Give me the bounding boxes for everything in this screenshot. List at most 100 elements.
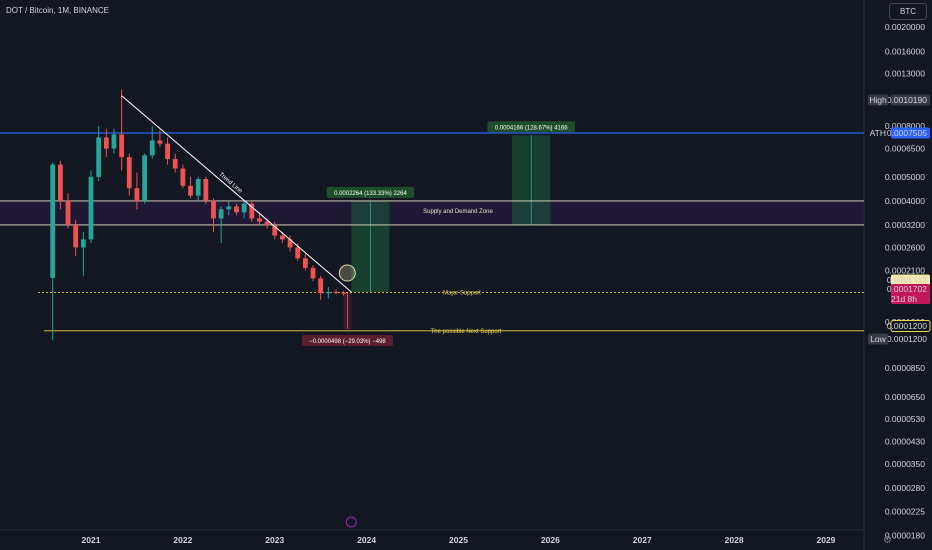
- low-tag-label: Low: [870, 334, 886, 344]
- candle-body[interactable]: [73, 224, 79, 248]
- price-tick-label: 0.0000180: [885, 531, 925, 541]
- candle-body[interactable]: [226, 206, 232, 210]
- next-support-label: The possible Next Support: [431, 329, 502, 335]
- price-tick-label: 0.0013000: [885, 69, 925, 79]
- current-b-value: 0.0001702: [887, 284, 927, 294]
- high-badge: [891, 94, 930, 106]
- candle-body[interactable]: [103, 137, 109, 149]
- price-axis[interactable]: 0.00200000.00160000.00130000.00080000.00…: [885, 22, 925, 540]
- countdown-label: 21d 8h: [891, 294, 917, 304]
- candle-body[interactable]: [180, 168, 186, 186]
- zones-layer: [0, 135, 864, 330]
- candle-body[interactable]: [80, 239, 86, 248]
- high-tag-label: High: [869, 95, 887, 105]
- candle-body[interactable]: [111, 134, 117, 149]
- low-tag: [868, 333, 888, 345]
- candle-body[interactable]: [325, 291, 331, 294]
- candle-body[interactable]: [126, 157, 132, 189]
- high-tag: [868, 94, 888, 106]
- candle-body[interactable]: [211, 200, 216, 219]
- currency-button[interactable]: BTC: [889, 3, 927, 20]
- candle-body[interactable]: [188, 185, 193, 196]
- candle-body[interactable]: [65, 200, 71, 225]
- candle-body[interactable]: [295, 247, 301, 259]
- price-tick-label: 0.0004000: [885, 196, 925, 206]
- time-axis[interactable]: 2021 2022 2023 2024 2025 2026 2027 2028 2029: [82, 516, 836, 545]
- next-support-badge-border: [890, 320, 931, 332]
- zone-label: Supply and Demand Zone: [423, 209, 493, 215]
- major-support-label: Major Support: [443, 290, 481, 296]
- current-a-badge: [891, 274, 930, 286]
- candle-body[interactable]: [172, 158, 178, 169]
- price-tick-label: 0.0002600: [885, 242, 925, 252]
- price-tick-label: 0.0000430: [885, 437, 925, 447]
- candles-layer[interactable]: [50, 89, 347, 341]
- circle-marker[interactable]: [338, 264, 356, 282]
- candle-body[interactable]: [241, 203, 247, 213]
- time-tick-label: 2027: [633, 535, 652, 545]
- chart-title: DOT / Bitcoin, 1M, BINANCE: [6, 6, 109, 15]
- price-tick-label: 0.0000280: [885, 483, 925, 493]
- candle-body[interactable]: [88, 176, 94, 240]
- candle-body[interactable]: [272, 224, 278, 236]
- time-tick-label: 2022: [173, 535, 192, 545]
- price-tick-label: 0.0003200: [885, 220, 925, 230]
- candle-body[interactable]: [310, 267, 316, 279]
- low-value: 0.0001200: [887, 334, 927, 344]
- price-tick-label: 0.0000225: [885, 506, 925, 516]
- candle-body[interactable]: [234, 206, 239, 213]
- price-tick-label: 0.0000530: [885, 414, 925, 424]
- candle-body[interactable]: [157, 140, 163, 144]
- candle-body[interactable]: [218, 209, 224, 219]
- candle-body[interactable]: [203, 179, 209, 201]
- ath-inline-label: ATH: [870, 128, 886, 138]
- candle-body[interactable]: [165, 143, 170, 159]
- ath-badge: [891, 127, 930, 139]
- candle-body[interactable]: [119, 134, 125, 158]
- candle-body[interactable]: [96, 137, 102, 177]
- candle-body[interactable]: [149, 140, 155, 156]
- price-tick-label: 0.0000350: [885, 459, 925, 469]
- measure-label: −0.0000498 (−29.03%) −498: [309, 339, 386, 345]
- measure-label-box: [326, 186, 415, 198]
- candle-body[interactable]: [134, 188, 140, 201]
- next-support-value: 0.0001200: [887, 321, 927, 331]
- candle-body[interactable]: [249, 203, 255, 219]
- calendar-settings-icon[interactable]: ⚙: [883, 535, 892, 546]
- candle-body[interactable]: [57, 164, 63, 201]
- candle-body[interactable]: [341, 292, 347, 294]
- candle-body[interactable]: [333, 291, 339, 293]
- trend-line[interactable]: [121, 95, 352, 293]
- current-b-badge: [891, 284, 930, 304]
- next-support-badge: [891, 320, 930, 332]
- time-tick-label: 2026: [541, 535, 560, 545]
- candle-body[interactable]: [142, 155, 147, 201]
- time-tick-label: 2029: [817, 535, 836, 545]
- price-tick-label: 0.0002100: [885, 265, 925, 275]
- measure-label: 0.0002264 (133.33%) 2264: [334, 191, 407, 197]
- candle-body[interactable]: [302, 258, 308, 268]
- price-tick-label: 0.0020000: [885, 22, 925, 32]
- candle-body[interactable]: [287, 239, 293, 248]
- candle-body[interactable]: [318, 278, 324, 294]
- price-tick-label: 0.0000850: [885, 363, 925, 373]
- candle-body[interactable]: [257, 218, 262, 222]
- time-tick-label: 2025: [449, 535, 468, 545]
- time-tick-label: 2024: [357, 535, 376, 545]
- high-value: 0.0010190: [887, 95, 927, 105]
- measure-label-box: [301, 335, 393, 347]
- candle-body[interactable]: [50, 164, 56, 278]
- supply-demand-zone: [0, 200, 864, 225]
- candle-body[interactable]: [195, 179, 201, 196]
- event-marker-icon[interactable]: [345, 516, 357, 528]
- current-a-value: 0.0001712: [887, 275, 927, 285]
- measure-label: 0.0004166 (128.67%) 4166: [495, 125, 568, 131]
- time-tick-label: 2028: [725, 535, 744, 545]
- candle-body[interactable]: [264, 221, 270, 225]
- candle-body[interactable]: [280, 235, 285, 240]
- price-tick-label: 0.0005000: [885, 172, 925, 182]
